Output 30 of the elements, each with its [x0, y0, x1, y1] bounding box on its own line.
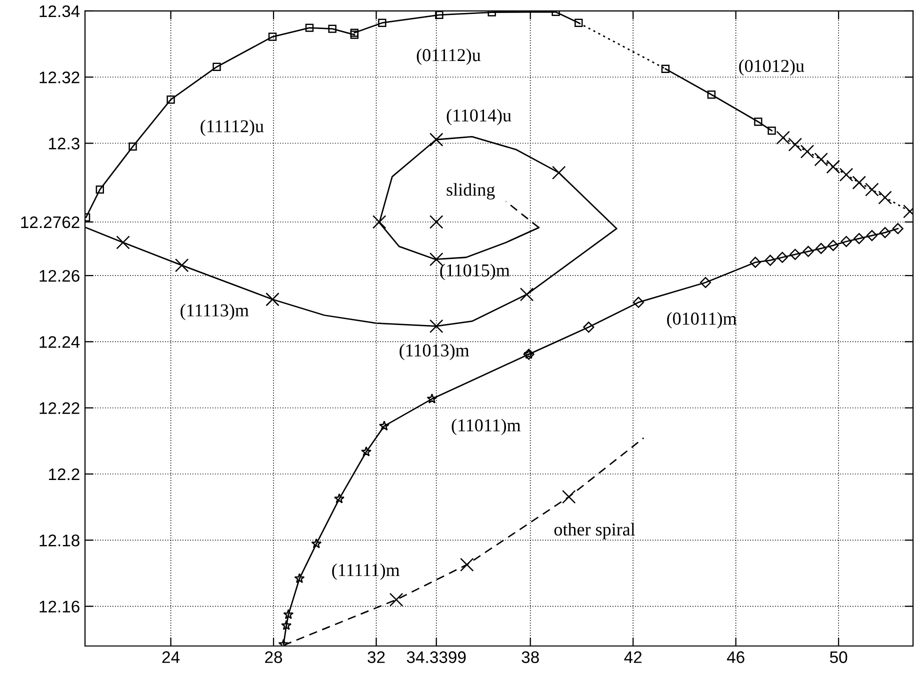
annotation: (11113)m: [180, 304, 249, 320]
annotation: (11112)u: [200, 120, 264, 136]
x-tick-label: 34.3399: [406, 651, 466, 664]
x-tick-label: 42: [624, 651, 642, 663]
annotation: (11013)m: [400, 344, 470, 360]
x-tick-label: 46: [726, 651, 744, 664]
y-tick-label: 12.2: [48, 468, 80, 480]
x-tick-label: 24: [162, 651, 180, 663]
y-tick-label: 12.2762: [21, 216, 80, 228]
y-tick-label: 12.24: [40, 336, 80, 348]
annotation: (11014)u: [446, 108, 512, 126]
x-tick-label: 50: [830, 651, 848, 664]
annotation: (01012)u: [739, 59, 804, 76]
y-tick-label: 12.32: [40, 72, 80, 84]
annotation: (11111)m: [332, 564, 400, 580]
y-tick-label: 12.34: [40, 5, 80, 18]
x-tick-label: 32: [368, 651, 385, 664]
annotation: (11015)m: [440, 264, 510, 280]
annotation: sliding: [446, 183, 495, 200]
x-tick-label: 28: [265, 651, 282, 664]
annotation: other spiral: [554, 522, 636, 540]
y-tick-label: 12.16: [40, 600, 80, 613]
y-tick-label: 12.22: [40, 402, 80, 414]
y-tick-label: 12.18: [40, 534, 80, 546]
annotation: (01011)m: [667, 312, 737, 328]
y-tick-label: 12.3: [48, 138, 80, 150]
annotation: (11011)m: [452, 418, 521, 436]
x-tick-label: 38: [522, 651, 539, 664]
annotation: (01112)u: [416, 48, 481, 65]
y-tick-label: 12.26: [40, 270, 80, 282]
